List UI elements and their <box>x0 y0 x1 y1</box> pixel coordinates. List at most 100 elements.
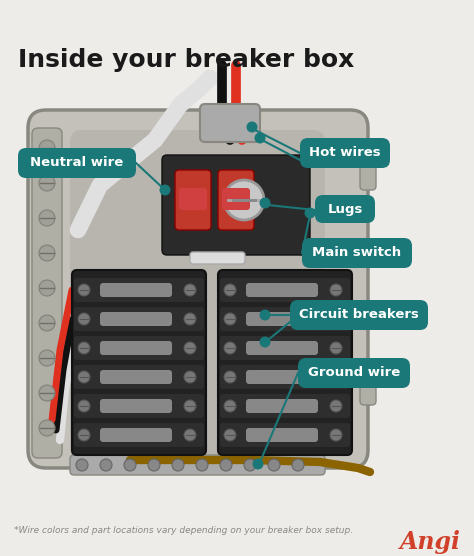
FancyBboxPatch shape <box>70 130 325 460</box>
Circle shape <box>292 459 304 471</box>
Circle shape <box>76 459 88 471</box>
FancyBboxPatch shape <box>246 399 318 413</box>
FancyBboxPatch shape <box>360 155 376 190</box>
Circle shape <box>259 197 271 208</box>
Text: Ground wire: Ground wire <box>308 366 400 380</box>
FancyBboxPatch shape <box>100 370 172 384</box>
Circle shape <box>184 342 196 354</box>
FancyBboxPatch shape <box>18 148 136 178</box>
Circle shape <box>224 180 264 220</box>
Circle shape <box>78 429 90 441</box>
Text: Main switch: Main switch <box>312 246 401 260</box>
Circle shape <box>78 371 90 383</box>
FancyBboxPatch shape <box>32 128 62 458</box>
Circle shape <box>330 429 342 441</box>
Text: Circuit breakers: Circuit breakers <box>299 309 419 321</box>
FancyBboxPatch shape <box>74 365 204 389</box>
Circle shape <box>330 371 342 383</box>
Circle shape <box>224 371 236 383</box>
FancyBboxPatch shape <box>100 312 172 326</box>
Circle shape <box>78 400 90 412</box>
FancyBboxPatch shape <box>74 278 204 302</box>
FancyBboxPatch shape <box>302 238 412 268</box>
Circle shape <box>259 336 271 348</box>
Circle shape <box>330 342 342 354</box>
Circle shape <box>253 459 264 469</box>
Text: *Wire colors and part locations vary depending on your breaker box setup.: *Wire colors and part locations vary dep… <box>14 526 353 535</box>
FancyBboxPatch shape <box>179 188 207 210</box>
Circle shape <box>39 175 55 191</box>
Circle shape <box>39 140 55 156</box>
Circle shape <box>124 459 136 471</box>
FancyBboxPatch shape <box>360 370 376 405</box>
Circle shape <box>78 342 90 354</box>
FancyBboxPatch shape <box>218 170 254 230</box>
FancyBboxPatch shape <box>74 394 204 418</box>
FancyBboxPatch shape <box>220 307 350 331</box>
FancyBboxPatch shape <box>74 307 204 331</box>
Circle shape <box>246 122 257 132</box>
FancyBboxPatch shape <box>100 428 172 442</box>
FancyBboxPatch shape <box>246 312 318 326</box>
Circle shape <box>196 459 208 471</box>
Circle shape <box>184 371 196 383</box>
Circle shape <box>244 459 256 471</box>
FancyBboxPatch shape <box>218 270 352 455</box>
FancyBboxPatch shape <box>246 428 318 442</box>
Text: Angi: Angi <box>400 530 461 554</box>
FancyBboxPatch shape <box>246 370 318 384</box>
Circle shape <box>39 280 55 296</box>
Circle shape <box>39 385 55 401</box>
Text: Lugs: Lugs <box>328 202 363 216</box>
Circle shape <box>259 310 271 320</box>
Text: Inside your breaker box: Inside your breaker box <box>18 48 354 72</box>
Circle shape <box>184 313 196 325</box>
FancyBboxPatch shape <box>162 155 310 255</box>
FancyBboxPatch shape <box>100 283 172 297</box>
Circle shape <box>100 459 112 471</box>
Circle shape <box>39 350 55 366</box>
Circle shape <box>184 400 196 412</box>
FancyBboxPatch shape <box>300 138 390 168</box>
FancyBboxPatch shape <box>74 336 204 360</box>
Circle shape <box>148 459 160 471</box>
Circle shape <box>224 313 236 325</box>
Circle shape <box>330 284 342 296</box>
FancyBboxPatch shape <box>246 341 318 355</box>
Circle shape <box>39 245 55 261</box>
FancyBboxPatch shape <box>246 283 318 297</box>
FancyBboxPatch shape <box>100 399 172 413</box>
Circle shape <box>330 313 342 325</box>
Circle shape <box>220 459 232 471</box>
Circle shape <box>224 429 236 441</box>
Circle shape <box>159 185 171 196</box>
Circle shape <box>268 459 280 471</box>
Text: Neutral wire: Neutral wire <box>30 156 124 170</box>
FancyBboxPatch shape <box>220 365 350 389</box>
Circle shape <box>39 210 55 226</box>
FancyBboxPatch shape <box>222 188 250 210</box>
Circle shape <box>172 459 184 471</box>
FancyBboxPatch shape <box>298 358 410 388</box>
Circle shape <box>330 400 342 412</box>
FancyBboxPatch shape <box>175 170 211 230</box>
FancyBboxPatch shape <box>220 394 350 418</box>
FancyBboxPatch shape <box>70 455 325 475</box>
Circle shape <box>39 420 55 436</box>
FancyBboxPatch shape <box>28 110 368 468</box>
Circle shape <box>224 342 236 354</box>
Circle shape <box>255 132 265 143</box>
Circle shape <box>184 284 196 296</box>
FancyBboxPatch shape <box>290 300 428 330</box>
FancyBboxPatch shape <box>220 423 350 447</box>
FancyBboxPatch shape <box>72 270 206 455</box>
FancyBboxPatch shape <box>220 278 350 302</box>
FancyBboxPatch shape <box>190 252 245 264</box>
Circle shape <box>39 315 55 331</box>
FancyBboxPatch shape <box>200 104 260 142</box>
FancyBboxPatch shape <box>74 423 204 447</box>
Circle shape <box>304 207 316 219</box>
FancyBboxPatch shape <box>315 195 375 223</box>
FancyBboxPatch shape <box>220 336 350 360</box>
Circle shape <box>224 400 236 412</box>
